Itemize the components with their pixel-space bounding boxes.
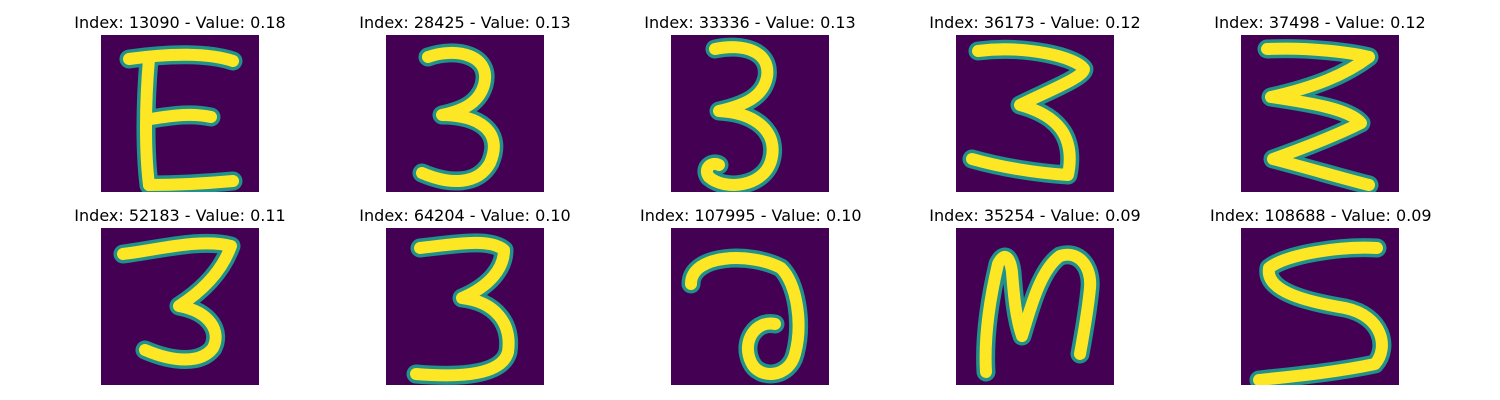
image-panel-5: Index: 37498 - Value: 0.12 <box>1210 13 1430 203</box>
panel-title: Index: 36173 - Value: 0.12 <box>929 13 1141 32</box>
image-panel-6: Index: 52183 - Value: 0.11 <box>70 206 290 396</box>
handwritten-glyph-image <box>671 228 829 385</box>
panel-title: Index: 13090 - Value: 0.18 <box>74 13 286 32</box>
image-panel-2: Index: 28425 - Value: 0.13 <box>355 13 575 203</box>
glyph-stroke <box>685 252 805 380</box>
image-panel-3: Index: 33336 - Value: 0.13 <box>640 13 860 203</box>
image-panel-7: Index: 64204 - Value: 0.10 <box>355 206 575 396</box>
handwritten-glyph-image <box>1241 228 1399 385</box>
glyph-stroke <box>416 46 500 187</box>
handwritten-glyph-image <box>1241 35 1399 192</box>
panel-title: Index: 108688 - Value: 0.09 <box>1210 206 1432 225</box>
glyph-stroke <box>143 175 239 191</box>
glyph-stroke <box>140 53 155 191</box>
glyph-stroke <box>145 108 217 125</box>
panel-title: Index: 107995 - Value: 0.10 <box>640 206 862 225</box>
panel-title: Index: 28425 - Value: 0.13 <box>359 13 571 32</box>
panel-title: Index: 33336 - Value: 0.13 <box>644 13 856 32</box>
panel-title: Index: 37498 - Value: 0.12 <box>1214 13 1426 32</box>
glyph-stroke <box>410 236 515 382</box>
glyph-stroke <box>700 41 779 191</box>
glyph-stroke <box>1261 42 1375 191</box>
glyph-stroke <box>123 48 239 67</box>
glyph-stroke <box>117 237 237 366</box>
image-panel-1: Index: 13090 - Value: 0.18 <box>70 13 290 203</box>
panel-title: Index: 52183 - Value: 0.11 <box>74 206 286 225</box>
glyph-stroke <box>979 248 1097 378</box>
handwritten-glyph-image <box>386 228 544 385</box>
image-panel-8: Index: 107995 - Value: 0.10 <box>640 206 862 396</box>
image-panel-10: Index: 108688 - Value: 0.09 <box>1210 206 1432 396</box>
handwritten-glyph-image <box>956 35 1114 192</box>
handwritten-glyph-image <box>101 228 259 385</box>
handwritten-glyph-image <box>101 35 259 192</box>
handwritten-glyph-image <box>671 35 829 192</box>
image-panel-9: Index: 35254 - Value: 0.09 <box>925 206 1145 396</box>
handwritten-glyph-image <box>386 35 544 192</box>
handwritten-glyph-image <box>956 228 1114 385</box>
image-panel-4: Index: 36173 - Value: 0.12 <box>925 13 1145 203</box>
glyph-stroke <box>1253 241 1388 385</box>
panel-title: Index: 35254 - Value: 0.09 <box>929 206 1141 225</box>
panel-title: Index: 64204 - Value: 0.10 <box>359 206 571 225</box>
glyph-stroke <box>966 43 1090 181</box>
